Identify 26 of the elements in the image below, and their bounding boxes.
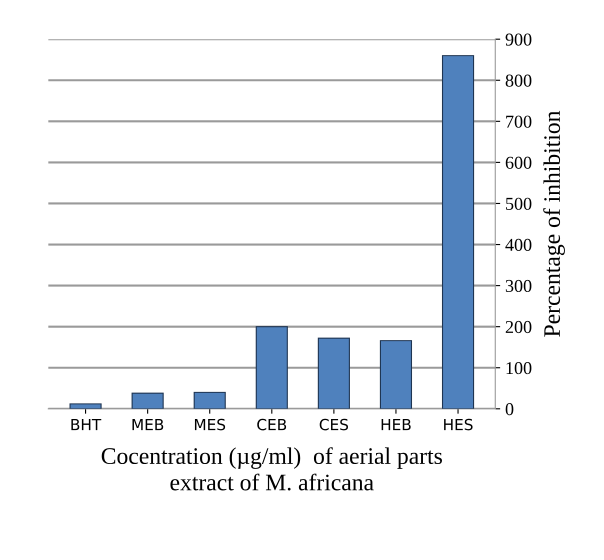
y-tick-label: 500	[506, 198, 532, 210]
bar	[194, 392, 226, 409]
y-tick-label: 300	[506, 280, 532, 292]
y-tick-label: 800	[506, 74, 532, 87]
y-tick-label: 900	[506, 33, 532, 46]
x-tick-label: HES	[444, 418, 473, 430]
x-tick-label: CES	[320, 418, 348, 430]
x-tick-label: HEB	[382, 418, 411, 430]
x-tick-label: MES	[194, 418, 226, 430]
x-tick-label: CEB	[257, 418, 286, 430]
bar	[318, 338, 350, 409]
x-axis-title: Cocentration (µg/ml) of aerial parts extract of M. africana	[102, 447, 442, 491]
bar	[69, 403, 102, 409]
bar	[380, 340, 412, 409]
bar	[442, 55, 474, 409]
y-tick-label: 600	[506, 156, 532, 169]
y-axis-title: Percentage of inhibition	[543, 110, 565, 337]
y-tick-label: 200	[506, 320, 532, 334]
y-tick-label: 700	[506, 116, 532, 128]
y-tick-label: 400	[505, 238, 532, 251]
y-tick-label: 0	[506, 403, 514, 416]
x-tick-label: MEB	[132, 418, 164, 430]
bar	[256, 326, 288, 409]
x-tick-label: BHT	[71, 418, 102, 430]
y-tick-label: 100	[506, 362, 532, 374]
bar	[132, 392, 164, 409]
